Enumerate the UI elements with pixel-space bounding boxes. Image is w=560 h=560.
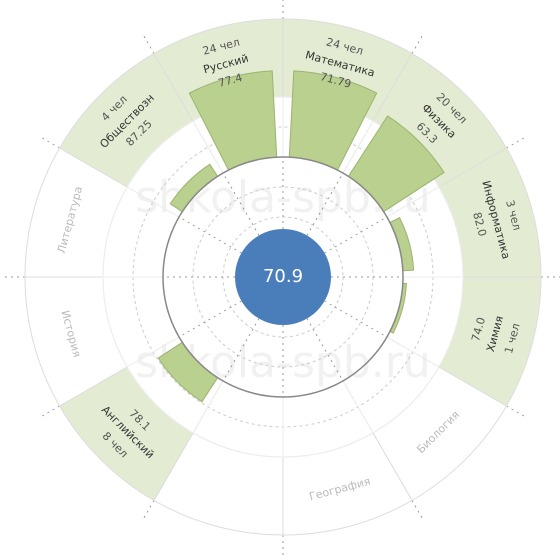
score-label: 74.0 (469, 316, 488, 343)
inner-circle (162, 156, 404, 398)
center-circle (235, 229, 331, 325)
score-label: 77.4 (217, 71, 244, 90)
center-value: 70.9 (263, 266, 303, 287)
score-label: 82.0 (470, 211, 489, 238)
